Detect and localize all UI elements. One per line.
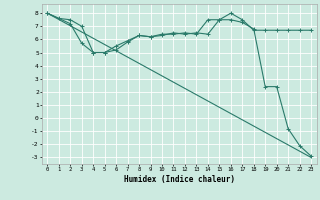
X-axis label: Humidex (Indice chaleur): Humidex (Indice chaleur) bbox=[124, 175, 235, 184]
